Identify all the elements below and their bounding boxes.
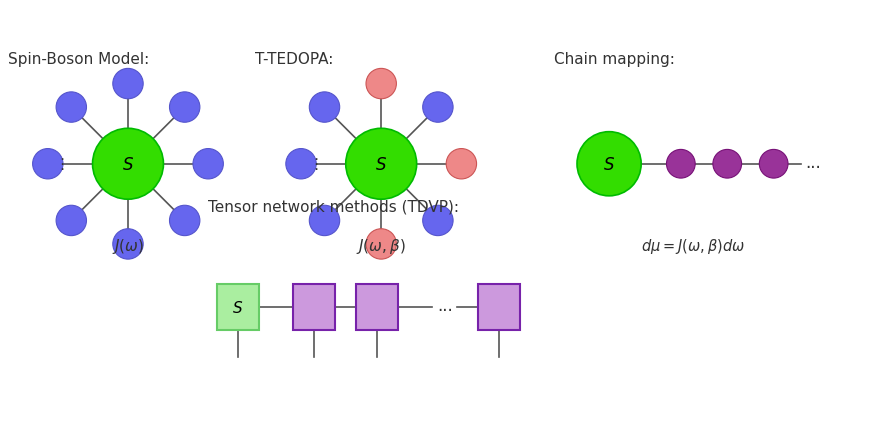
Circle shape — [193, 149, 223, 180]
Text: $J(\omega)$: $J(\omega)$ — [112, 237, 144, 256]
Text: $S$: $S$ — [603, 155, 615, 173]
Text: $S$: $S$ — [122, 155, 134, 173]
Circle shape — [577, 132, 641, 196]
Circle shape — [667, 150, 695, 179]
Text: $S$: $S$ — [232, 299, 244, 316]
Text: Spin-Boson Model:: Spin-Boson Model: — [8, 52, 149, 66]
Text: Chain mapping:: Chain mapping: — [554, 52, 675, 66]
Circle shape — [92, 129, 164, 200]
Circle shape — [113, 69, 143, 99]
Circle shape — [170, 206, 200, 236]
Circle shape — [446, 149, 477, 180]
Circle shape — [113, 229, 143, 260]
Circle shape — [33, 149, 63, 180]
Circle shape — [366, 69, 396, 99]
FancyBboxPatch shape — [478, 284, 520, 331]
Text: ...: ... — [805, 154, 821, 172]
Circle shape — [713, 150, 741, 179]
Circle shape — [422, 206, 453, 236]
Circle shape — [346, 129, 417, 200]
Circle shape — [422, 92, 453, 123]
Circle shape — [170, 92, 200, 123]
Text: Tensor network methods (TDVP):: Tensor network methods (TDVP): — [208, 199, 460, 214]
Text: ...: ... — [437, 296, 453, 314]
Text: T-TEDOPA:: T-TEDOPA: — [254, 52, 333, 66]
Circle shape — [286, 149, 316, 180]
Circle shape — [56, 92, 86, 123]
Circle shape — [309, 206, 340, 236]
FancyBboxPatch shape — [292, 284, 335, 331]
Text: ⋮: ⋮ — [308, 157, 323, 172]
Text: ⋮: ⋮ — [54, 157, 69, 172]
FancyBboxPatch shape — [356, 284, 398, 331]
Circle shape — [309, 92, 340, 123]
FancyBboxPatch shape — [217, 284, 259, 331]
Circle shape — [366, 229, 396, 260]
Circle shape — [56, 206, 86, 236]
Circle shape — [759, 150, 788, 179]
Text: $d\mu = J(\omega,\beta)d\omega$: $d\mu = J(\omega,\beta)d\omega$ — [641, 237, 746, 256]
Text: $J(\omega, \beta)$: $J(\omega, \beta)$ — [356, 237, 406, 256]
Text: $S$: $S$ — [375, 155, 388, 173]
